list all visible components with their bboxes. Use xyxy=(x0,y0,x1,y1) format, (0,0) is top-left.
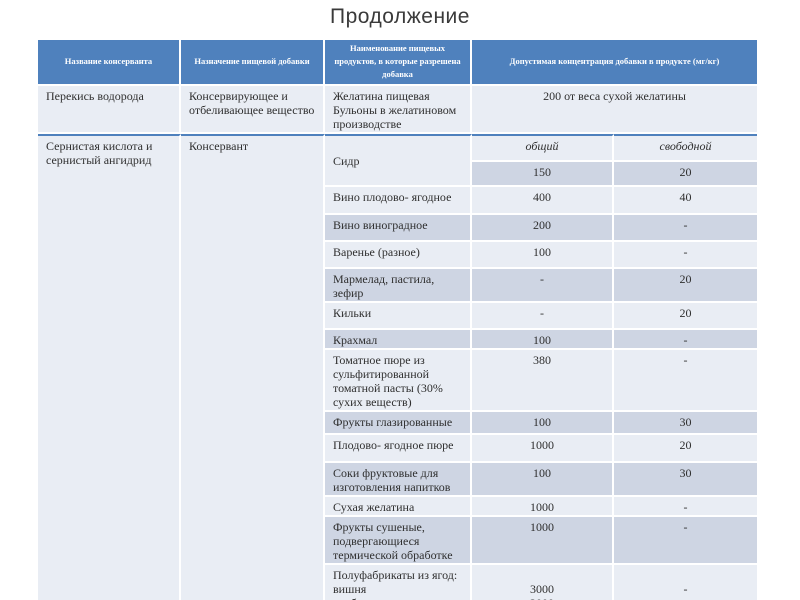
subheader-free: свободной xyxy=(614,133,758,162)
cell-product: Крахмал xyxy=(325,329,472,350)
table-row: Вино виноградное 200 - xyxy=(38,214,758,242)
header-cell-preservative-name: Название консерванта xyxy=(38,40,181,86)
table-row: Фрукты глазированные 100 30 xyxy=(38,411,758,435)
cell-free-value: - xyxy=(614,516,758,565)
cell-free-value: - xyxy=(614,329,758,350)
cell-total-value: 400 xyxy=(472,186,614,215)
cell-total-value: 1000 xyxy=(472,516,614,565)
cell-total-value: 100 xyxy=(472,411,614,435)
cell-product: Вино плодово- ягодное xyxy=(325,186,472,215)
cell-additive-purpose: Консервирующее и отбеливающее вещество xyxy=(181,85,325,134)
cell-product: Плодово- ягодное пюре xyxy=(325,434,472,463)
cell-total-value: 100 xyxy=(472,462,614,497)
cell-product: Соки фруктовые для изготовления напитков xyxy=(325,462,472,497)
table-row: Сухая желатина 1000 - xyxy=(38,496,758,517)
cell-total-value: - xyxy=(472,268,614,303)
cell-preservative-name: Перекись водорода xyxy=(38,85,181,134)
cell-total-value: 3000 2000 1500 xyxy=(472,564,614,600)
cell-free-value: 40 xyxy=(614,186,758,215)
table-row: Кильки - 20 xyxy=(38,302,758,330)
page-title: Продолжение xyxy=(330,5,470,28)
table-row: Вино плодово- ягодное 400 40 xyxy=(38,186,758,215)
cell-total-value: 1000 xyxy=(472,496,614,517)
header-cell-product-names: Наименование пищевых продуктов, в которы… xyxy=(325,40,472,86)
cell-products: Желатина пищевая Бульоны в желатиновом п… xyxy=(325,85,472,134)
table-row: Соки фруктовые для изготовления напитков… xyxy=(38,462,758,497)
cell-free-value: - xyxy=(614,349,758,412)
table-header-row: Название консерванта Назначение пищевой … xyxy=(38,40,758,86)
cell-free-value: - xyxy=(614,214,758,242)
cell-free-value: - - - xyxy=(614,564,758,600)
header-cell-allowed-concentration: Допустимая концентрация добавки в продук… xyxy=(472,40,758,86)
cell-product: Кильки xyxy=(325,302,472,330)
table-row: Плодово- ягодное пюре 1000 20 xyxy=(38,434,758,463)
cell-free-value: 30 xyxy=(614,462,758,497)
cell-product: Фрукты глазированные xyxy=(325,411,472,435)
cell-free-value: - xyxy=(614,496,758,517)
subheader-total: общий xyxy=(472,133,614,162)
header-cell-additive-purpose: Назначение пищевой добавки xyxy=(181,40,325,86)
table-row: Сернистая кислота и сернистый ангидрид К… xyxy=(38,133,758,600)
cell-total-value: - xyxy=(472,302,614,330)
table-row: 150 20 xyxy=(38,161,758,187)
cell-product: Томатное пюре из сульфитированной томатн… xyxy=(325,349,472,412)
cell-product: Фрукты сушеные, подвергающиеся термическ… xyxy=(325,516,472,565)
cell-product-cider: Сидр xyxy=(325,133,472,187)
table-row: Полуфабрикаты из ягод: вишня клубника, м… xyxy=(38,564,758,600)
table-row: Фрукты сушеные, подвергающиеся термическ… xyxy=(38,516,758,565)
cell-product: Вино виноградное xyxy=(325,214,472,242)
cell-total-value: 1000 xyxy=(472,434,614,463)
cell-total-value: 100 xyxy=(472,329,614,350)
cell-total-value: 100 xyxy=(472,241,614,269)
table-row: Перекись водорода Консервирующее и отбел… xyxy=(38,85,758,134)
cell-free-value: 20 xyxy=(614,434,758,463)
cell-preservative-name: Сернистая кислота и сернистый ангидрид xyxy=(38,133,181,600)
cell-product: Полуфабрикаты из ягод: вишня клубника, м… xyxy=(325,564,472,600)
table-row: Томатное пюре из сульфитированной томатн… xyxy=(38,349,758,412)
cell-product: Сухая желатина xyxy=(325,496,472,517)
table-row: Крахмал 100 - xyxy=(38,329,758,350)
cell-additive-purpose: Консервант xyxy=(181,133,325,600)
cell-total-value: 150 xyxy=(472,161,614,187)
cell-total-value: 380 xyxy=(472,349,614,412)
table-row: Мармелад, пастила, зефир - 20 xyxy=(38,268,758,303)
cell-total-value: 200 xyxy=(472,214,614,242)
cell-free-value: 20 xyxy=(614,161,758,187)
cell-concentration: 200 от веса сухой желатины xyxy=(472,85,758,134)
table-row: Варенье (разное) 100 - xyxy=(38,241,758,269)
cell-free-value: - xyxy=(614,241,758,269)
cell-product: Варенье (разное) xyxy=(325,241,472,269)
cell-free-value: 30 xyxy=(614,411,758,435)
preservatives-table: Название консерванта Назначение пищевой … xyxy=(38,40,758,600)
cell-product: Мармелад, пастила, зефир xyxy=(325,268,472,303)
cell-free-value: 20 xyxy=(614,302,758,330)
cell-free-value: 20 xyxy=(614,268,758,303)
